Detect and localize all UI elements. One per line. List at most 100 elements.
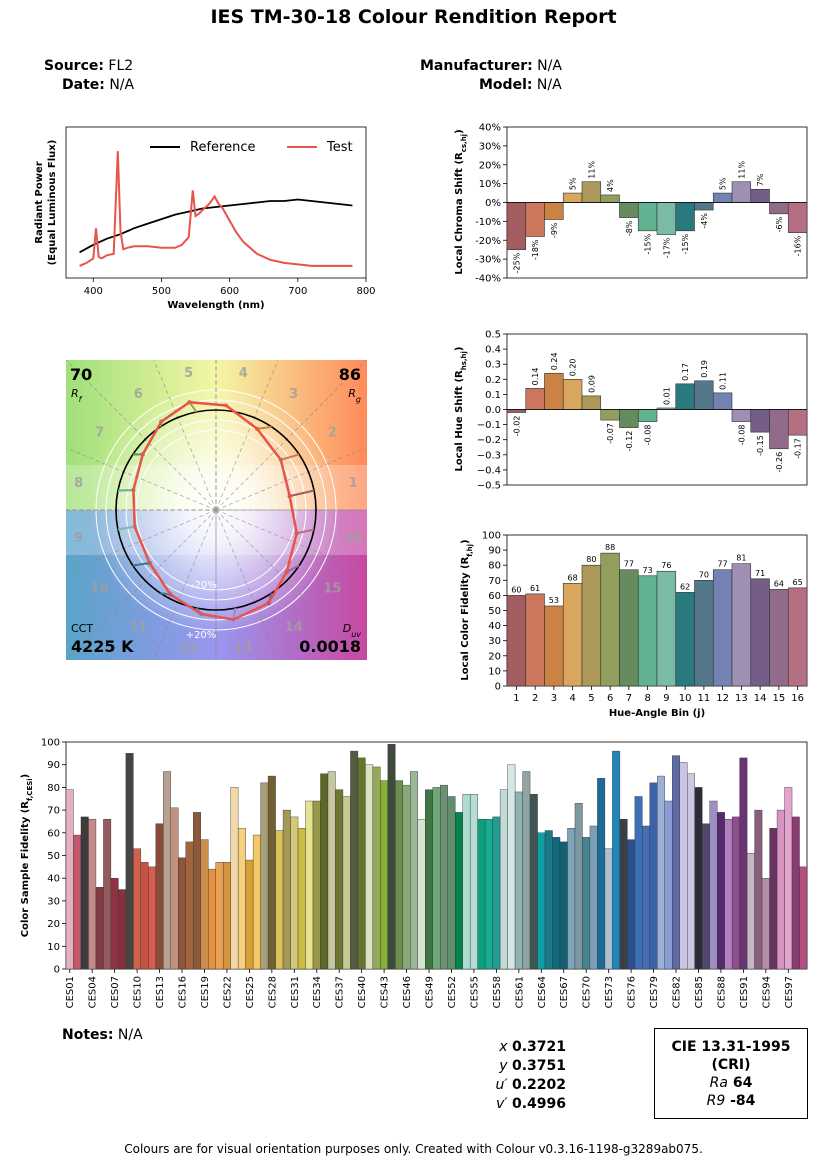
- vector-centre-mark: +: [211, 503, 221, 517]
- fidelity-bar: [525, 593, 545, 687]
- fidelity-bar: [562, 583, 583, 687]
- samples-bar: [634, 796, 643, 970]
- cri-subtitle: (CRI): [711, 1057, 751, 1073]
- model-value: N/A: [536, 77, 562, 93]
- samples-bar: [267, 775, 276, 970]
- fidelity-bar-label: 60: [511, 585, 521, 594]
- vector-bin-label: 7: [95, 426, 104, 441]
- samples-bar: [65, 789, 74, 970]
- chromaticity-x: x 0.3721: [499, 1039, 566, 1055]
- fidelity-x-tick-label: 13: [735, 693, 748, 704]
- samples-bar: [73, 834, 82, 970]
- fidelity-y-tick-label: 60: [488, 591, 501, 602]
- source-label: Source:: [44, 58, 104, 74]
- fidelity-x-tick-label: 6: [607, 693, 613, 704]
- vector-radial-line: [215, 509, 367, 573]
- samples-x-tick-label: CES40: [357, 976, 368, 1008]
- fidelity-x-tick-label: 2: [532, 693, 538, 704]
- fidelity-y-label: Local Color Fidelity (Rf,hj): [460, 539, 474, 680]
- fidelity-bar-label: 68: [568, 573, 578, 582]
- samples-bar: [365, 764, 374, 970]
- samples-bar: [724, 818, 733, 970]
- hue-bar: [562, 378, 583, 410]
- samples-bar: [133, 848, 142, 970]
- samples-bar: [402, 784, 411, 970]
- fidelity-bar: [712, 569, 733, 687]
- samples-x-tick-label: CES43: [380, 976, 391, 1008]
- samples-x-tick-label: CES76: [627, 976, 638, 1008]
- samples-y-label: Color Sample Fidelity (Rf,CESi): [20, 774, 34, 938]
- samples-bar: [649, 782, 658, 970]
- samples-y-tick-label: 30: [47, 896, 60, 907]
- samples-bar: [514, 791, 523, 970]
- fidelity-bar: [675, 592, 695, 687]
- samples-bar: [716, 812, 725, 970]
- fidelity-bar-label: 70: [699, 570, 709, 579]
- chroma-bar-label: -18%: [531, 239, 540, 260]
- samples-bar: [395, 780, 404, 970]
- hue-bar-label: 0.20: [569, 358, 578, 376]
- hue-bar-label: 0.19: [700, 360, 709, 378]
- samples-bar: [357, 757, 366, 970]
- hue-bar-label: 0.14: [531, 368, 540, 386]
- vector-arrow: [117, 525, 135, 531]
- fidelity-bar-label: 80: [586, 555, 596, 564]
- samples-bar: [791, 816, 800, 970]
- samples-bar: [432, 787, 441, 970]
- fidelity-x-tick-label: 1: [513, 693, 519, 704]
- hue-y-tick-label: −0.5: [477, 481, 501, 492]
- spd-x-tick-label: 800: [356, 286, 375, 297]
- samples-bar: [739, 757, 748, 970]
- samples-y-tick-label: 80: [47, 783, 60, 794]
- samples-bar: [619, 818, 628, 970]
- spd-y-label-2: (Equal Luminous Flux): [47, 140, 58, 266]
- fidelity-bar: [619, 569, 639, 687]
- hue-bar-label: -0.17: [794, 438, 803, 459]
- samples-bar: [372, 766, 381, 970]
- vector-ring-label: +20%: [186, 630, 217, 641]
- vector-radial-line: [215, 509, 367, 660]
- fidelity-bar: [506, 595, 527, 687]
- vector-bin-label: 2: [328, 426, 337, 441]
- cri-title: CIE 13.31-1995: [671, 1039, 791, 1055]
- chroma-bar: [769, 202, 789, 215]
- chroma-bar-label: -15%: [644, 233, 653, 254]
- chromaticity-y: y 0.3751: [499, 1058, 566, 1074]
- samples-bar: [731, 816, 740, 970]
- hue-bar-label: -0.08: [644, 425, 653, 446]
- vector-arrow: [296, 528, 315, 535]
- vector-bin-label: 10: [91, 581, 109, 596]
- fidelity-y-tick-label: 90: [488, 546, 501, 557]
- fidelity-y-tick-label: 80: [488, 561, 501, 572]
- chroma-bar-label: -6%: [775, 216, 784, 232]
- samples-bar: [417, 818, 426, 970]
- samples-bar: [776, 809, 785, 970]
- samples-bar: [380, 780, 389, 970]
- samples-bar: [492, 816, 501, 970]
- manufacturer-value: N/A: [537, 58, 562, 74]
- samples-bar: [327, 771, 336, 970]
- samples-bar: [499, 789, 508, 970]
- samples-bar: [627, 839, 636, 970]
- hue-bar: [581, 395, 602, 410]
- samples-bar: [208, 868, 216, 970]
- chroma-y-tick-label: -10%: [475, 217, 501, 228]
- samples-bar: [522, 771, 531, 970]
- samples-x-tick-label: CES82: [672, 976, 683, 1008]
- samples-bar: [387, 744, 396, 970]
- fidelity-bar-label: 77: [718, 560, 728, 569]
- legend-label-test: Test: [326, 140, 353, 155]
- spd-x-tick-label: 400: [84, 286, 103, 297]
- hue-bar-label: -0.02: [512, 416, 521, 437]
- fidelity-x-label: Hue-Angle Bin (j): [609, 708, 705, 719]
- samples-x-tick-label: CES94: [761, 976, 772, 1008]
- vector-bin-label: 8: [74, 476, 83, 491]
- vector-bin-label: 14: [285, 620, 303, 635]
- samples-bar: [275, 830, 284, 970]
- samples-bar: [88, 818, 97, 970]
- date-value: N/A: [109, 77, 135, 93]
- fidelity-bar-label: 61: [530, 584, 540, 593]
- fidelity-bar: [637, 575, 658, 687]
